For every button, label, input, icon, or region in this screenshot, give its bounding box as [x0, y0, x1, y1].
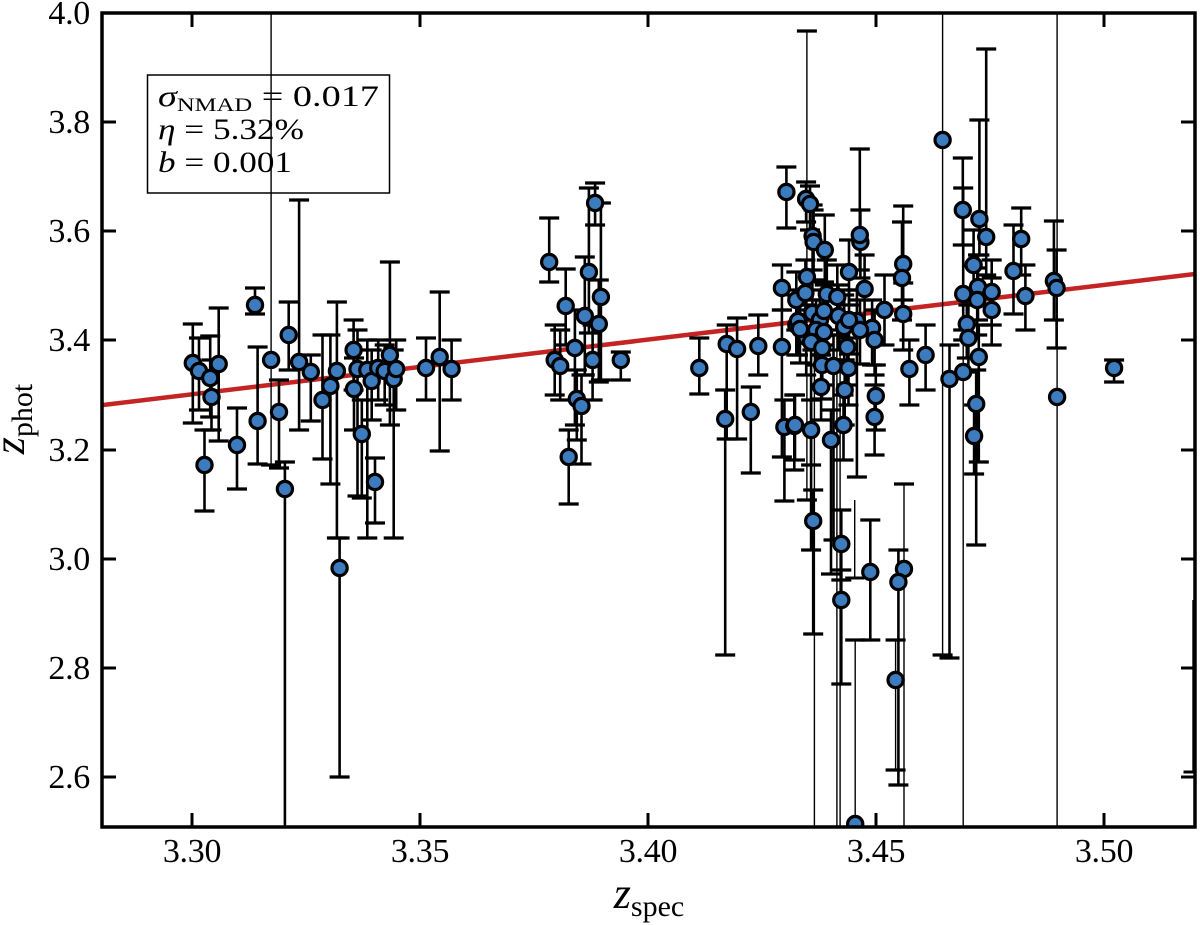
- svg-text:3.6: 3.6: [48, 213, 90, 250]
- svg-text:3.8: 3.8: [48, 104, 90, 141]
- svg-text:3.40: 3.40: [619, 833, 677, 870]
- svg-text:3.30: 3.30: [163, 833, 221, 870]
- svg-text:3.35: 3.35: [391, 833, 449, 870]
- svg-text:2.6: 2.6: [48, 759, 90, 796]
- svg-text:η = 5.32%: η = 5.32%: [158, 114, 304, 146]
- svg-text:zphot: zphot: [0, 383, 39, 455]
- svg-text:3.4: 3.4: [48, 322, 90, 359]
- svg-text:2.8: 2.8: [48, 650, 90, 687]
- svg-text:3.2: 3.2: [48, 432, 90, 469]
- svg-text:b = 0.001: b = 0.001: [158, 147, 292, 179]
- svg-text:3.50: 3.50: [1075, 833, 1133, 870]
- svg-text:4.0: 4.0: [48, 0, 90, 32]
- svg-text:3.0: 3.0: [48, 541, 90, 578]
- svg-text:zspec: zspec: [613, 869, 684, 923]
- svg-text:3.45: 3.45: [847, 833, 905, 870]
